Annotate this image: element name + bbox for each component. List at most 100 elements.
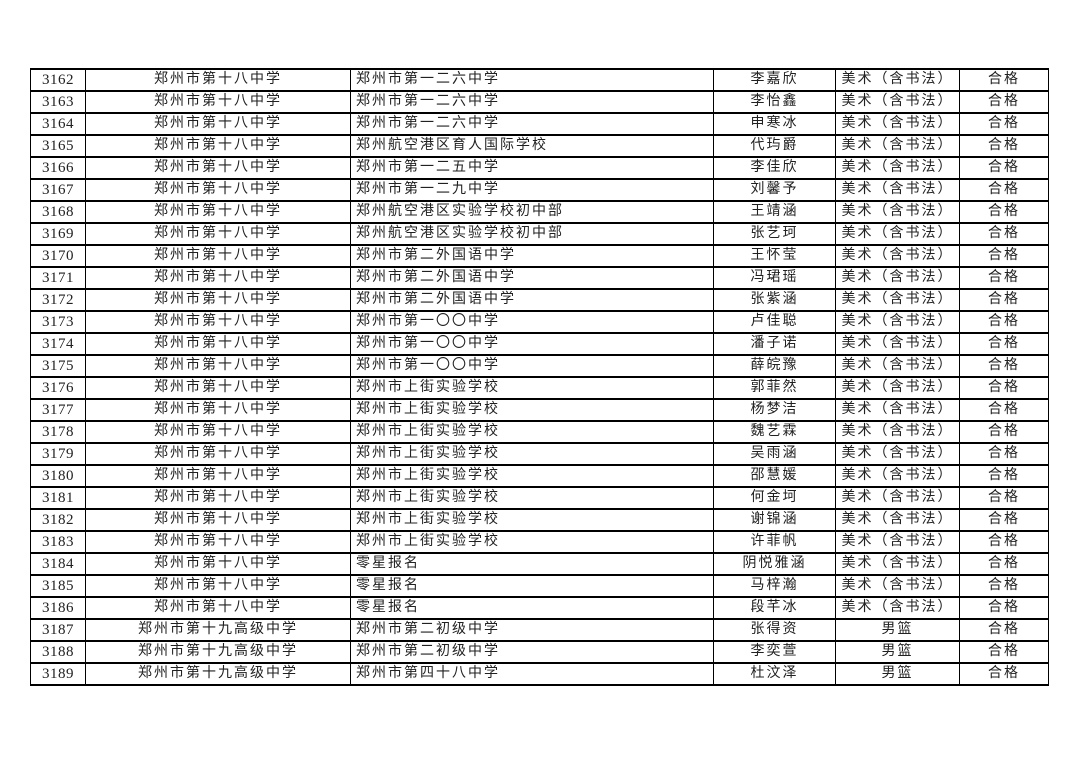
school-cell: 郑州市第十八中学 xyxy=(85,420,351,444)
serial-number-cell: 3187 xyxy=(30,618,86,642)
student-name-cell: 冯珺瑶 xyxy=(713,266,836,290)
table-row: 3184 郑州市第十八中学 零星报名 阴悦雅涵 美术（含书法） 合格 xyxy=(30,552,1049,576)
subject-cell: 美术（含书法） xyxy=(835,112,960,136)
subject-cell: 美术（含书法） xyxy=(835,266,960,290)
result-cell: 合格 xyxy=(959,552,1049,576)
student-name-cell: 张艺珂 xyxy=(713,222,836,246)
table-row: 3174 郑州市第十八中学 郑州市第一〇〇中学 潘子诺 美术（含书法） 合格 xyxy=(30,332,1049,356)
serial-number-cell: 3165 xyxy=(30,134,86,158)
result-cell: 合格 xyxy=(959,662,1049,686)
graduating-school-cell: 郑州市上街实验学校 xyxy=(350,508,714,532)
table-row: 3162 郑州市第十八中学 郑州市第一二六中学 李嘉欣 美术（含书法） 合格 xyxy=(30,68,1049,92)
table-row: 3173 郑州市第十八中学 郑州市第一〇〇中学 卢佳聪 美术（含书法） 合格 xyxy=(30,310,1049,334)
result-cell: 合格 xyxy=(959,332,1049,356)
subject-cell: 美术（含书法） xyxy=(835,530,960,554)
graduating-school-cell: 郑州市第二初级中学 xyxy=(350,618,714,642)
result-cell: 合格 xyxy=(959,178,1049,202)
table-row: 3178 郑州市第十八中学 郑州市上街实验学校 魏艺霖 美术（含书法） 合格 xyxy=(30,420,1049,444)
result-cell: 合格 xyxy=(959,266,1049,290)
table-row: 3183 郑州市第十八中学 郑州市上街实验学校 许菲帆 美术（含书法） 合格 xyxy=(30,530,1049,554)
student-name-cell: 谢锦涵 xyxy=(713,508,836,532)
result-cell: 合格 xyxy=(959,486,1049,510)
serial-number-cell: 3169 xyxy=(30,222,86,246)
table-row: 3180 郑州市第十八中学 郑州市上街实验学校 邵慧媛 美术（含书法） 合格 xyxy=(30,464,1049,488)
table-row: 3166 郑州市第十八中学 郑州市第一二五中学 李佳欣 美术（含书法） 合格 xyxy=(30,156,1049,180)
graduating-school-cell: 零星报名 xyxy=(350,552,714,576)
graduating-school-cell: 郑州市第一〇〇中学 xyxy=(350,310,714,334)
result-cell: 合格 xyxy=(959,222,1049,246)
school-cell: 郑州市第十九高级中学 xyxy=(85,662,351,686)
school-cell: 郑州市第十八中学 xyxy=(85,596,351,620)
table-row: 3165 郑州市第十八中学 郑州航空港区育人国际学校 代玙爵 美术（含书法） 合格 xyxy=(30,134,1049,158)
student-name-cell: 代玙爵 xyxy=(713,134,836,158)
school-cell: 郑州市第十八中学 xyxy=(85,222,351,246)
serial-number-cell: 3177 xyxy=(30,398,86,422)
serial-number-cell: 3181 xyxy=(30,486,86,510)
school-cell: 郑州市第十八中学 xyxy=(85,156,351,180)
subject-cell: 美术（含书法） xyxy=(835,244,960,268)
subject-cell: 美术（含书法） xyxy=(835,574,960,598)
school-cell: 郑州市第十九高级中学 xyxy=(85,618,351,642)
student-name-cell: 王怀莹 xyxy=(713,244,836,268)
subject-cell: 美术（含书法） xyxy=(835,178,960,202)
student-name-cell: 郭菲然 xyxy=(713,376,836,400)
subject-cell: 美术（含书法） xyxy=(835,596,960,620)
school-cell: 郑州市第十八中学 xyxy=(85,112,351,136)
result-cell: 合格 xyxy=(959,640,1049,664)
graduating-school-cell: 郑州市第二初级中学 xyxy=(350,640,714,664)
table-row: 3163 郑州市第十八中学 郑州市第一二六中学 李怡鑫 美术（含书法） 合格 xyxy=(30,90,1049,114)
result-cell: 合格 xyxy=(959,420,1049,444)
table-row: 3185 郑州市第十八中学 零星报名 马梓瀚 美术（含书法） 合格 xyxy=(30,574,1049,598)
serial-number-cell: 3176 xyxy=(30,376,86,400)
school-cell: 郑州市第十八中学 xyxy=(85,530,351,554)
subject-cell: 美术（含书法） xyxy=(835,398,960,422)
subject-cell: 美术（含书法） xyxy=(835,134,960,158)
student-name-cell: 许菲帆 xyxy=(713,530,836,554)
table-row: 3187 郑州市第十九高级中学 郑州市第二初级中学 张得资 男篮 合格 xyxy=(30,618,1049,642)
school-cell: 郑州市第十八中学 xyxy=(85,442,351,466)
subject-cell: 男篮 xyxy=(835,662,960,686)
graduating-school-cell: 郑州市第一二六中学 xyxy=(350,112,714,136)
result-cell: 合格 xyxy=(959,310,1049,334)
serial-number-cell: 3168 xyxy=(30,200,86,224)
graduating-school-cell: 郑州航空港区实验学校初中部 xyxy=(350,222,714,246)
student-name-cell: 卢佳聪 xyxy=(713,310,836,334)
graduating-school-cell: 郑州市上街实验学校 xyxy=(350,420,714,444)
result-cell: 合格 xyxy=(959,376,1049,400)
graduating-school-cell: 郑州市第二外国语中学 xyxy=(350,266,714,290)
subject-cell: 美术（含书法） xyxy=(835,442,960,466)
student-name-cell: 申寒冰 xyxy=(713,112,836,136)
result-cell: 合格 xyxy=(959,464,1049,488)
school-cell: 郑州市第十八中学 xyxy=(85,552,351,576)
serial-number-cell: 3167 xyxy=(30,178,86,202)
table-row: 3189 郑州市第十九高级中学 郑州市第四十八中学 杜汶泽 男篮 合格 xyxy=(30,662,1049,686)
results-table: 3162 郑州市第十八中学 郑州市第一二六中学 李嘉欣 美术（含书法） 合格 3163 郑州市… xyxy=(30,68,1049,686)
table-row: 3167 郑州市第十八中学 郑州市第一二九中学 刘馨予 美术（含书法） 合格 xyxy=(30,178,1049,202)
school-cell: 郑州市第十八中学 xyxy=(85,508,351,532)
result-cell: 合格 xyxy=(959,574,1049,598)
serial-number-cell: 3186 xyxy=(30,596,86,620)
student-name-cell: 杜汶泽 xyxy=(713,662,836,686)
school-cell: 郑州市第十八中学 xyxy=(85,376,351,400)
result-cell: 合格 xyxy=(959,90,1049,114)
subject-cell: 美术（含书法） xyxy=(835,156,960,180)
graduating-school-cell: 郑州市上街实验学校 xyxy=(350,442,714,466)
graduating-school-cell: 郑州市第二外国语中学 xyxy=(350,244,714,268)
graduating-school-cell: 零星报名 xyxy=(350,574,714,598)
student-name-cell: 李怡鑫 xyxy=(713,90,836,114)
result-cell: 合格 xyxy=(959,156,1049,180)
student-name-cell: 薛皖豫 xyxy=(713,354,836,378)
serial-number-cell: 3164 xyxy=(30,112,86,136)
subject-cell: 男篮 xyxy=(835,618,960,642)
subject-cell: 美术（含书法） xyxy=(835,552,960,576)
table-row: 3182 郑州市第十八中学 郑州市上街实验学校 谢锦涵 美术（含书法） 合格 xyxy=(30,508,1049,532)
school-cell: 郑州市第十八中学 xyxy=(85,464,351,488)
results-table-body: 3162 郑州市第十八中学 郑州市第一二六中学 李嘉欣 美术（含书法） 合格 3163 郑州市… xyxy=(30,68,1049,686)
table-row: 3170 郑州市第十八中学 郑州市第二外国语中学 王怀莹 美术（含书法） 合格 xyxy=(30,244,1049,268)
table-row: 3179 郑州市第十八中学 郑州市上街实验学校 吴雨涵 美术（含书法） 合格 xyxy=(30,442,1049,466)
table-row: 3169 郑州市第十八中学 郑州航空港区实验学校初中部 张艺珂 美术（含书法） 合格 xyxy=(30,222,1049,246)
graduating-school-cell: 郑州市第一二九中学 xyxy=(350,178,714,202)
subject-cell: 美术（含书法） xyxy=(835,200,960,224)
student-name-cell: 阴悦雅涵 xyxy=(713,552,836,576)
